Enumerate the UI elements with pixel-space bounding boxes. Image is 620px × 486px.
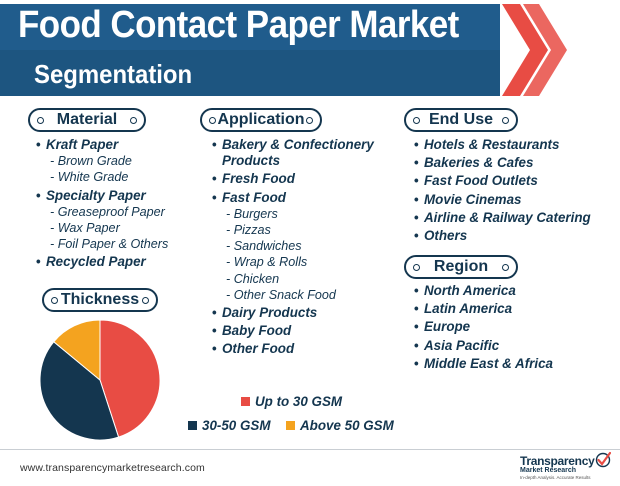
list-item: Fast Food Outlets [414, 173, 591, 189]
list-item: Other Food [212, 341, 374, 357]
list-item: Others [414, 228, 591, 244]
list-item: Recycled Paper [36, 254, 168, 270]
list-item: North America [414, 283, 553, 299]
region-list: North America Latin America Europe Asia … [414, 281, 553, 372]
list-item: Europe [414, 319, 553, 335]
list-item: Fast Food [212, 190, 374, 206]
page-title: Food Contact Paper Market [18, 4, 459, 46]
legend-item: Above 50 GSM [286, 418, 394, 433]
list-item: Bakeries & Cafes [414, 155, 591, 171]
region-heading: Region [404, 255, 518, 279]
list-item: Latin America [414, 301, 553, 317]
thickness-pie-chart [39, 319, 161, 441]
list-item: Baby Food [212, 323, 374, 339]
list-item: Airline & Railway Catering [414, 210, 591, 226]
list-item: - Foil Paper & Others [50, 237, 169, 252]
legend-item: Up to 30 GSM [241, 394, 342, 409]
list-item: Hotels & Restaurants [414, 137, 591, 153]
list-item: Dairy Products [212, 305, 374, 321]
list-item: Kraft Paper [36, 137, 168, 153]
end-use-list: Hotels & Restaurants Bakeries & Cafes Fa… [414, 135, 591, 244]
footer-divider [0, 449, 620, 450]
list-item: - Greaseproof Paper [50, 204, 165, 219]
legend-swatch [241, 397, 250, 406]
list-item: - White Grade [50, 170, 129, 185]
legend-swatch [286, 421, 295, 430]
material-list: Kraft Paper - Brown Grade - White Grade … [36, 135, 168, 271]
list-item: - Sandwiches [226, 239, 302, 254]
thickness-heading: Thickness [42, 288, 158, 312]
application-heading: Application [200, 108, 322, 132]
list-item: - Pizzas [226, 223, 271, 238]
list-item: Specialty Paper [36, 188, 168, 204]
list-item: - Other Snack Food [226, 287, 336, 302]
end-use-heading: End Use [404, 108, 518, 132]
list-item: Asia Pacific [414, 338, 553, 354]
chevron-icon [502, 4, 548, 96]
footer-url: www.transparencymarketresearch.com [20, 462, 205, 474]
pie-slice-1 [99, 319, 161, 438]
company-logo: Transparency Market Research In-depth An… [520, 451, 612, 483]
material-heading: Material [28, 108, 146, 132]
list-item: Middle East & Africa [414, 356, 553, 372]
list-item: Fresh Food [212, 171, 374, 187]
list-item: Movie Cinemas [414, 192, 591, 208]
list-item: - Wrap & Rolls [226, 255, 308, 270]
header-banner [0, 4, 567, 96]
logo-checkmark-icon [595, 451, 611, 468]
pie-slice-2 [39, 341, 120, 441]
legend-item: 30-50 GSM [188, 418, 270, 433]
legend-swatch [188, 421, 197, 430]
list-item: - Burgers [226, 206, 278, 221]
list-item: - Wax Paper [50, 221, 120, 236]
pie-slice-3 [53, 319, 101, 382]
list-item: - Brown Grade [50, 154, 132, 169]
chevron-icon [523, 4, 567, 96]
page-subtitle: Segmentation [34, 59, 193, 89]
list-item: - Chicken [226, 271, 280, 286]
